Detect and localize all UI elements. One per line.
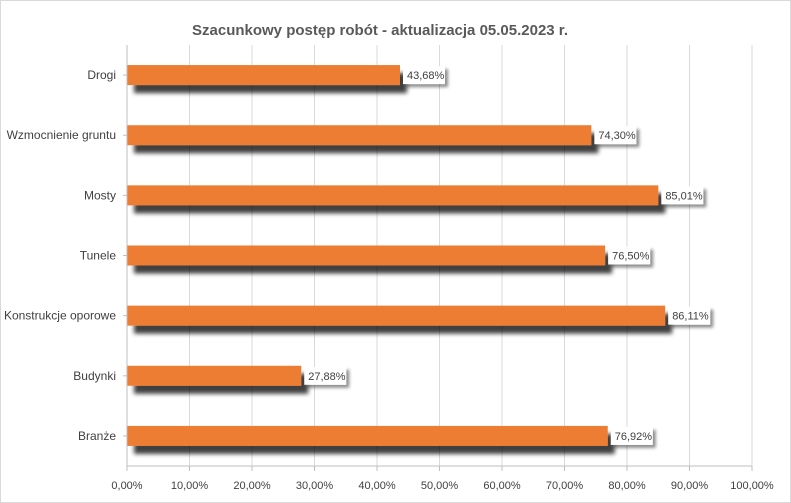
x-tick-label: 80,00% bbox=[608, 480, 646, 492]
x-tick-label: 100,00% bbox=[730, 480, 774, 492]
data-label-background bbox=[594, 126, 637, 145]
data-label: 86,11% bbox=[672, 311, 709, 323]
x-tick-label: 20,00% bbox=[233, 480, 271, 492]
data-label-background bbox=[661, 186, 704, 205]
data-label: 27,88% bbox=[308, 371, 346, 383]
x-tick-label: 50,00% bbox=[421, 480, 459, 492]
x-tick-label: 90,00% bbox=[671, 480, 709, 492]
data-label: 76,92% bbox=[615, 431, 653, 443]
category-label: Mosty bbox=[84, 188, 116, 202]
chart-title: Szacunkowy postęp robót - aktualizacja 0… bbox=[192, 22, 568, 39]
x-tick-label: 70,00% bbox=[546, 480, 584, 492]
bar bbox=[127, 65, 400, 86]
bar bbox=[127, 365, 302, 386]
data-label: 43,68% bbox=[407, 70, 445, 82]
data-label: 76,50% bbox=[612, 251, 650, 263]
data-label-background bbox=[668, 306, 711, 325]
data-label-box: 85,01% bbox=[661, 186, 704, 205]
bar bbox=[127, 185, 659, 206]
bar bbox=[127, 305, 666, 326]
data-label: 74,30% bbox=[598, 130, 636, 142]
category-label: Budynki bbox=[73, 369, 116, 383]
x-tick-label: 30,00% bbox=[296, 480, 334, 492]
category-label: Konstrukcje oporowe bbox=[4, 309, 116, 323]
category-label: Drogi bbox=[87, 68, 116, 82]
data-label-background bbox=[304, 366, 347, 385]
x-tick-label: 0,00% bbox=[111, 480, 142, 492]
data-label: 85,01% bbox=[665, 190, 703, 202]
data-label-box: 74,30% bbox=[594, 126, 637, 145]
x-tick-label: 10,00% bbox=[171, 480, 209, 492]
bar bbox=[127, 125, 592, 146]
x-tick-label: 60,00% bbox=[483, 480, 521, 492]
data-label-box: 76,50% bbox=[608, 246, 651, 265]
data-label-box: 43,68% bbox=[403, 66, 445, 85]
data-label-background bbox=[608, 246, 651, 265]
bar bbox=[127, 425, 608, 446]
category-label: Branże bbox=[78, 429, 116, 443]
data-label-box: 76,92% bbox=[610, 426, 653, 445]
category-label: Wzmocnienie gruntu bbox=[7, 128, 116, 142]
data-label-box: 86,11% bbox=[668, 306, 711, 325]
data-label-box: 27,88% bbox=[304, 366, 347, 385]
data-label-background bbox=[610, 426, 653, 445]
bar bbox=[127, 245, 606, 266]
category-label: Tunele bbox=[80, 249, 117, 263]
x-tick-label: 40,00% bbox=[358, 480, 396, 492]
data-label-background bbox=[403, 66, 445, 85]
